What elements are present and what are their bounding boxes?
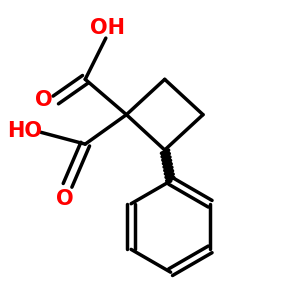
Text: HO: HO [8, 121, 42, 141]
Text: O: O [56, 189, 74, 208]
Text: OH: OH [90, 18, 125, 38]
Text: O: O [35, 90, 53, 110]
